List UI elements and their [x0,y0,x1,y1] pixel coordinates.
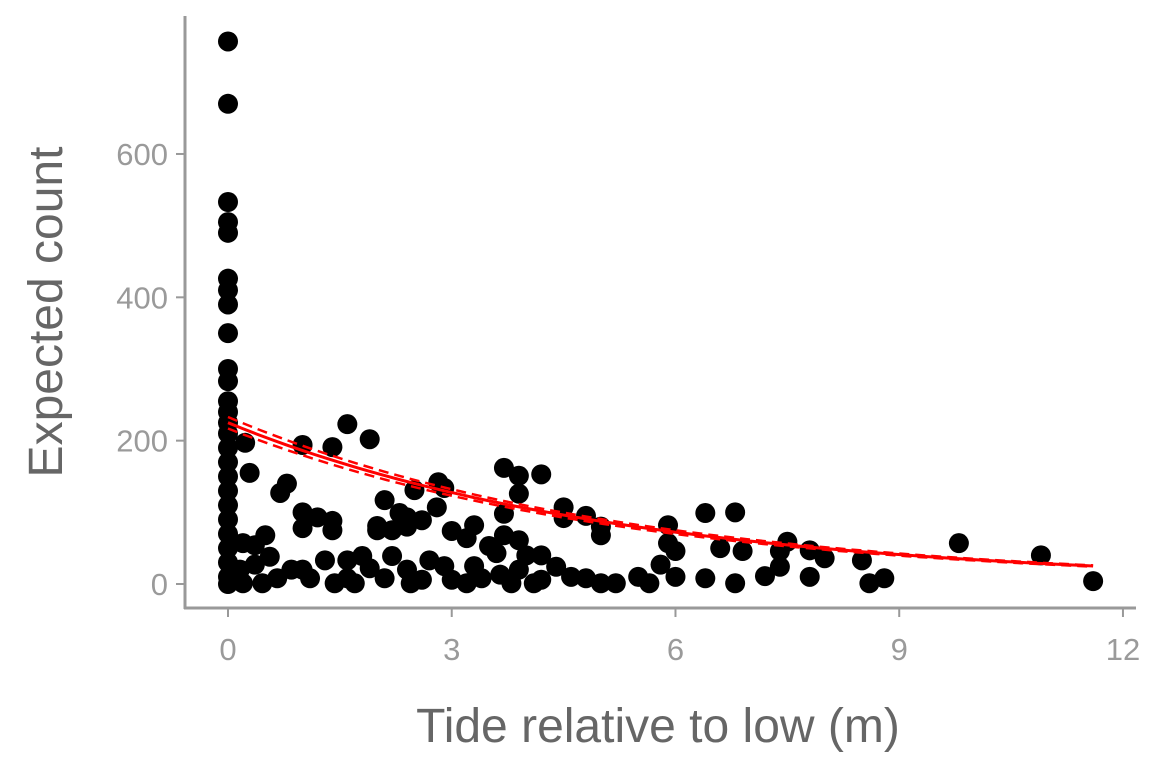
fit-ci-lower [227,427,1094,568]
data-point [314,550,335,571]
data-point [1030,545,1051,566]
data-point [508,483,529,504]
data-point [244,554,265,575]
data-point [218,323,238,344]
data-point [575,568,596,589]
data-point [218,280,238,301]
data-point [851,550,872,571]
data-point [218,437,238,458]
x-ticks: 0 3 6 9 12 [219,609,1140,667]
data-point [441,520,462,541]
data-point [725,502,746,523]
data-point [411,510,432,531]
data-point [799,566,820,587]
data-point [218,452,238,473]
y-tick-label: 200 [116,424,168,459]
data-point [531,545,552,566]
fit-layer [227,415,1094,568]
points-layer [218,31,1104,594]
data-point [218,466,238,487]
data-point [337,550,358,571]
data-point [337,414,358,435]
data-point [874,568,895,589]
data-point [396,516,417,537]
data-point [344,573,365,594]
data-point [769,556,790,577]
data-point [367,520,388,541]
data-point [441,569,462,590]
data-point [665,541,686,562]
data-point [307,507,328,528]
data-point [695,568,716,589]
y-ticks: 0 200 400 600 [116,137,185,602]
data-point [639,573,660,594]
data-point [456,573,477,594]
x-axis-title: Tide relative to low (m) [416,700,900,753]
data-point [382,520,403,541]
data-point [218,222,238,243]
data-point [464,515,485,536]
data-point [948,533,969,554]
data-point [322,437,343,458]
data-point [665,566,686,587]
data-point [218,191,238,212]
data-point [508,465,529,486]
data-point [419,550,440,571]
data-point [218,371,238,392]
data-point [270,482,291,503]
data-point [546,556,567,577]
x-tick-label: 0 [219,632,236,667]
data-point [218,523,238,544]
y-tick-label: 400 [116,280,168,315]
data-point [218,423,238,444]
data-point [400,573,421,594]
data-point [218,495,238,516]
y-axis-title: Expected count [20,147,73,478]
data-point [259,546,280,567]
data-point [531,569,552,590]
data-point [218,294,238,315]
x-tick-label: 3 [443,632,460,667]
data-point [710,538,731,559]
data-point [531,464,552,485]
data-point [252,573,273,594]
data-point [218,93,238,114]
data-point [232,533,253,554]
data-point [292,518,313,539]
data-point [239,462,260,483]
y-tick-label: 0 [151,567,168,602]
data-point [732,541,753,562]
data-point [218,31,238,52]
data-point [725,573,746,594]
data-point [486,543,507,564]
data-point [650,554,671,575]
data-point [218,509,238,530]
data-point [493,457,514,478]
data-point [374,490,395,511]
y-tick-label: 600 [116,137,168,172]
data-point [426,497,447,518]
data-point [218,574,238,594]
data-point [754,566,775,587]
data-point [490,564,511,585]
data-point [218,480,238,501]
x-tick-label: 12 [1106,632,1140,667]
data-point [508,530,529,551]
fit-line [227,421,1094,568]
data-point [359,429,380,450]
data-point [322,520,343,541]
data-point [561,566,582,587]
data-point [1083,571,1104,592]
x-tick-label: 9 [891,632,908,667]
data-point [814,548,835,569]
data-point [695,503,716,524]
data-point [605,573,626,594]
data-point [382,546,403,567]
x-tick-label: 6 [667,632,684,667]
data-point [324,573,345,594]
data-point [374,568,395,589]
